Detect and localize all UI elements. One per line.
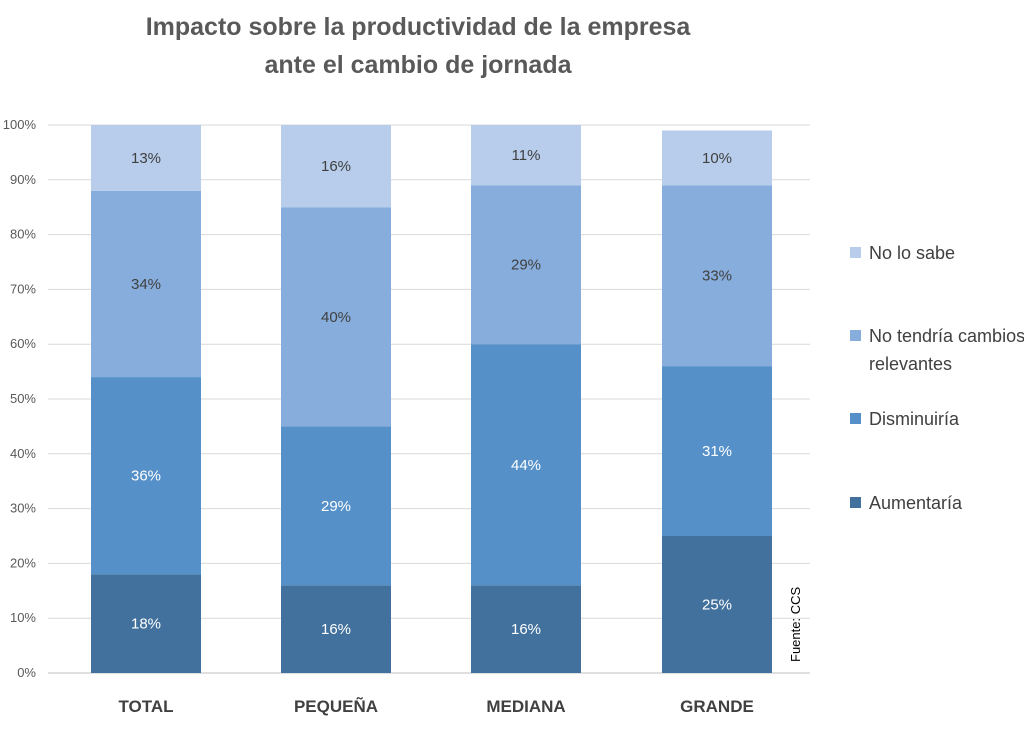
y-tick-label: 60%	[10, 336, 36, 351]
bar-segment	[471, 585, 581, 673]
chart-title-line-1: Impacto sobre la productividad de la emp…	[146, 13, 692, 41]
data-labels: 18% 36% 34% 13% 16% 29% 40% 16% 16% 44% 29% 11% 25% 3…	[131, 147, 732, 638]
legend-label: relevantes	[869, 354, 952, 374]
x-axis-categories: TOTAL PEQUEÑA MEDIANA GRANDE	[118, 696, 753, 716]
bar-segment	[91, 574, 201, 673]
y-tick-label: 30%	[10, 501, 36, 516]
y-tick-label: 90%	[10, 172, 36, 187]
legend-swatch	[850, 413, 861, 424]
legend-swatch	[850, 330, 861, 341]
legend-swatch	[850, 497, 861, 508]
data-label: 33%	[702, 268, 732, 285]
category-label: TOTAL	[118, 697, 173, 716]
data-label: 36%	[131, 468, 161, 485]
bar-segment	[281, 207, 391, 427]
y-tick-label: 20%	[10, 555, 36, 570]
category-label: PEQUEÑA	[294, 696, 378, 716]
data-label: 44%	[511, 457, 541, 474]
data-label: 34%	[131, 276, 161, 293]
bar-segment	[662, 536, 772, 673]
bars	[91, 125, 772, 673]
legend-label: No tendría cambios	[869, 326, 1024, 346]
chart-title-line-2: ante el cambio de jornada	[264, 51, 572, 79]
bar-segment	[662, 185, 772, 367]
data-label: 11%	[512, 147, 541, 164]
source-note: Fuente: CCS	[788, 587, 803, 662]
y-tick-label: 0%	[17, 665, 36, 680]
data-label: 10%	[702, 150, 732, 167]
chart-title: Impacto sobre la productividad de la emp…	[146, 13, 692, 79]
bar-segment	[281, 585, 391, 673]
bar-segment	[281, 426, 391, 586]
bar-segment	[662, 130, 772, 186]
y-tick-label: 100%	[3, 117, 37, 132]
legend-label: Aumentaría	[869, 493, 963, 513]
legend: No lo sabe No tendría cambios relevantes Di…	[850, 243, 1024, 513]
data-label: 13%	[131, 150, 161, 167]
category-label: MEDIANA	[486, 697, 565, 716]
legend-swatch	[850, 247, 861, 258]
y-tick-label: 80%	[10, 227, 36, 242]
data-label: 29%	[511, 257, 541, 274]
y-tick-label: 10%	[10, 610, 36, 625]
data-label: 16%	[321, 158, 351, 175]
legend-label: No lo sabe	[869, 243, 955, 263]
bar-segment	[281, 125, 391, 208]
bar-segment	[91, 125, 201, 191]
bar-segment	[471, 344, 581, 586]
y-tick-label: 40%	[10, 446, 36, 461]
y-axis-ticks: 0% 10% 20% 30% 40% 50% 60% 70% 80% 90% 100%	[3, 117, 37, 680]
data-label: 40%	[321, 309, 351, 326]
category-label: GRANDE	[680, 697, 754, 716]
y-tick-label: 50%	[10, 391, 36, 406]
y-tick-label: 70%	[10, 281, 36, 296]
bar-segment	[91, 377, 201, 575]
bar-segment	[471, 185, 581, 345]
legend-label: Disminuiría	[869, 409, 960, 429]
bar-segment	[91, 190, 201, 378]
data-label: 25%	[702, 597, 732, 614]
bar-segment	[662, 366, 772, 536]
data-label: 31%	[702, 443, 732, 460]
data-label: 18%	[131, 616, 161, 633]
data-label: 29%	[321, 498, 351, 515]
bar-segment	[471, 125, 581, 186]
data-label: 16%	[511, 621, 541, 638]
data-label: 16%	[321, 621, 351, 638]
